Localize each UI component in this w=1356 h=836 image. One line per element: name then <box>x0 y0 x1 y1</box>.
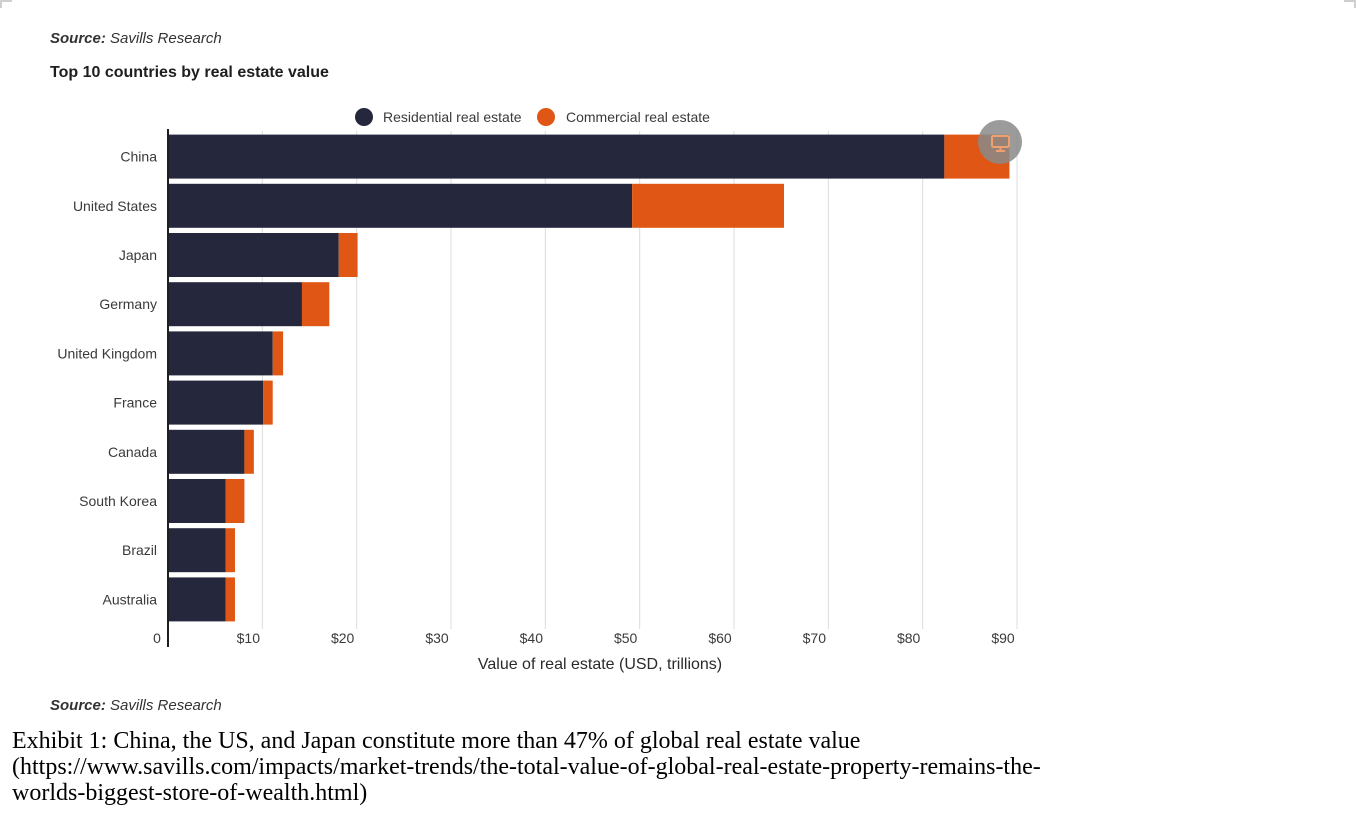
legend-swatch <box>537 108 555 126</box>
x-tick-label: $90 <box>991 630 1015 646</box>
corner-mark-left <box>0 0 12 8</box>
monitor-icon[interactable] <box>978 120 1022 164</box>
bar-segment <box>168 233 339 277</box>
corner-mark-right <box>1344 0 1356 8</box>
x-tick-label: 0 <box>153 630 161 646</box>
x-tick-label: $80 <box>897 630 921 646</box>
category-label: Australia <box>103 591 158 607</box>
bar-segment <box>168 380 264 425</box>
x-axis-label: Value of real estate (USD, trillions) <box>478 656 722 673</box>
bar-segment <box>168 331 273 376</box>
category-label: Germany <box>99 296 157 312</box>
legend-swatch <box>355 108 373 126</box>
bar-segment <box>263 380 273 425</box>
caption-line: (https://www.savills.com/impacts/market-… <box>12 754 1041 780</box>
x-tick-label: $70 <box>803 630 827 646</box>
source-label: Source: <box>50 30 106 47</box>
category-label: Canada <box>108 444 157 460</box>
caption-line: Exhibit 1: China, the US, and Japan cons… <box>12 728 861 754</box>
legend-label: Commercial real estate <box>566 109 710 125</box>
legend-label: Residential real estate <box>383 109 522 125</box>
x-tick-label: $20 <box>331 630 355 646</box>
category-label: United States <box>73 198 157 214</box>
bar-segment <box>168 577 226 622</box>
source-label: Source: <box>50 697 106 714</box>
bar-segment <box>168 528 226 573</box>
bar-segment <box>338 233 358 277</box>
bar-segment <box>168 429 245 474</box>
bar-segment <box>168 282 302 327</box>
bar-segment <box>244 429 254 474</box>
x-tick-label: $40 <box>520 630 544 646</box>
bar-segment <box>225 528 235 573</box>
exhibit-caption: Exhibit 1: China, the US, and Japan cons… <box>12 728 1342 806</box>
caption-line: worlds-biggest-store-of-wealth.html) <box>12 780 368 806</box>
category-label: Japan <box>119 247 157 263</box>
bar-segment <box>301 282 330 327</box>
source-text: Savills Research <box>110 30 222 47</box>
category-label: China <box>120 149 157 165</box>
bar-segment <box>168 183 633 228</box>
bar-segment <box>225 479 245 523</box>
bar-segment <box>225 577 235 622</box>
chart-canvas: China United States Japan Germany United Kin… <box>57 108 1022 673</box>
category-label: France <box>113 395 157 411</box>
category-label: South Korea <box>79 493 157 509</box>
source-text: Savills Research <box>110 697 222 714</box>
x-tick-label: $30 <box>425 630 449 646</box>
bar-segment <box>168 479 226 523</box>
category-label: Brazil <box>122 542 157 558</box>
bar-segment <box>632 183 784 228</box>
chart-title: Top 10 countries by real estate value <box>50 64 329 81</box>
source-note-bottom: Source: Savills Research <box>50 697 222 714</box>
x-tick-label: $10 <box>237 630 261 646</box>
source-note-top: Source: Savills Research <box>50 30 222 47</box>
category-label: United Kingdom <box>57 345 157 361</box>
x-tick-label: $60 <box>708 630 732 646</box>
bar-segment <box>168 134 945 179</box>
bar-segment <box>272 331 284 376</box>
x-tick-label: $50 <box>614 630 638 646</box>
